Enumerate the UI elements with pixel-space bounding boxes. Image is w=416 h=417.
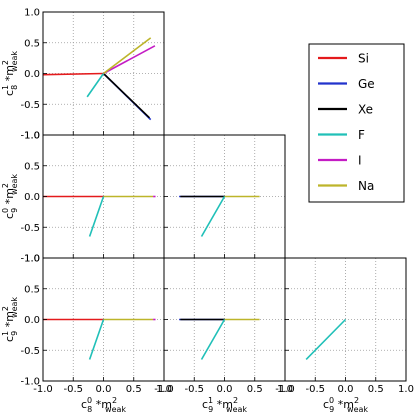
- legend-label-i: I: [358, 154, 362, 168]
- y-axis-label: c18 *m2weak: [1, 51, 19, 96]
- y-tick-label: -1.0: [20, 254, 40, 265]
- y-tick-label: -0.5: [20, 346, 40, 357]
- series-line-f: [200, 319, 226, 360]
- x-tick-label: -0.5: [305, 384, 325, 395]
- x-tick-label: 0.5: [126, 384, 142, 395]
- legend: Si Ge Xe FI Na: [308, 43, 405, 203]
- y-axis-label: c19 *m2weak: [1, 297, 19, 342]
- legend-label-na: Na: [358, 179, 374, 193]
- legend-label-si: Si: [358, 52, 369, 66]
- y-tick-label: 0.0: [24, 315, 40, 326]
- x-axis-label: c0 8 *m2 weak: [81, 396, 126, 414]
- panel-0-0: -1.0 -0.5 0.0 0.5 1.0: [20, 8, 165, 142]
- legend-label-ge: Ge: [358, 77, 375, 91]
- x-tick-label: 1.0: [398, 384, 414, 395]
- x-axis-label: c1 9 *m2 weak: [202, 396, 247, 414]
- y-tick-label: 0.0: [24, 69, 40, 80]
- x-tick-label: 0.5: [368, 384, 384, 395]
- panel-1-0: -1.0 -0.5 0.0 0.5 1.0: [20, 131, 165, 265]
- series-line-f: [86, 73, 105, 98]
- series-line-i: [103, 45, 156, 75]
- y-tick-label: 0.0: [24, 192, 40, 203]
- series-line-si: [42, 72, 104, 76]
- series-line-f: [88, 319, 105, 360]
- x-tick-label: 0.0: [217, 384, 233, 395]
- legend-label-f: F: [358, 128, 365, 142]
- legend-label-xe: Xe: [358, 103, 373, 117]
- series-line-f: [88, 196, 105, 237]
- panel-2-0: -1.0-0.50.00.51.0-1.0 -0.5 0.0 0.5 1.0: [20, 254, 171, 396]
- x-tick-label: 1.0: [277, 384, 293, 395]
- y-tick-label: 1.0: [24, 8, 40, 19]
- x-tick-label: 1.0: [156, 384, 172, 395]
- panel-2-1: -1.0 -0.5 0.0 0.5 1.0: [154, 257, 293, 395]
- x-axis-label: c0 9 *m2 weak: [323, 396, 368, 414]
- series-line-xe: [102, 72, 151, 119]
- y-tick-label: 1.0: [24, 131, 40, 142]
- series-line-f: [200, 196, 226, 237]
- x-tick-label: -1.0: [154, 384, 174, 395]
- x-tick-label: 0.0: [96, 384, 112, 395]
- x-tick-label: 0.5: [247, 384, 263, 395]
- y-tick-label: 0.5: [24, 284, 40, 295]
- y-axis-label: c09 *m2weak: [1, 174, 19, 219]
- y-tick-label: 0.5: [24, 38, 40, 49]
- x-tick-label: 0.0: [338, 384, 354, 395]
- x-tick-label: -1.0: [275, 384, 295, 395]
- panel-1-1: [163, 134, 286, 259]
- x-tick-label: -1.0: [33, 384, 53, 395]
- x-tick-label: -0.5: [63, 384, 83, 395]
- y-tick-label: -0.5: [20, 100, 40, 111]
- x-tick-label: -0.5: [184, 384, 204, 395]
- series-line-na: [103, 37, 152, 75]
- y-tick-label: -1.0: [20, 131, 40, 142]
- legend-frame: [308, 43, 405, 203]
- y-tick-label: -0.5: [20, 223, 40, 234]
- series-line-f: [305, 318, 347, 361]
- panel-2-2: -1.0 -0.5 0.0 0.5 1.0: [275, 257, 414, 395]
- y-tick-label: -1.0: [20, 377, 40, 388]
- y-tick-label: 0.5: [24, 161, 40, 172]
- y-tick-label: 1.0: [24, 254, 40, 265]
